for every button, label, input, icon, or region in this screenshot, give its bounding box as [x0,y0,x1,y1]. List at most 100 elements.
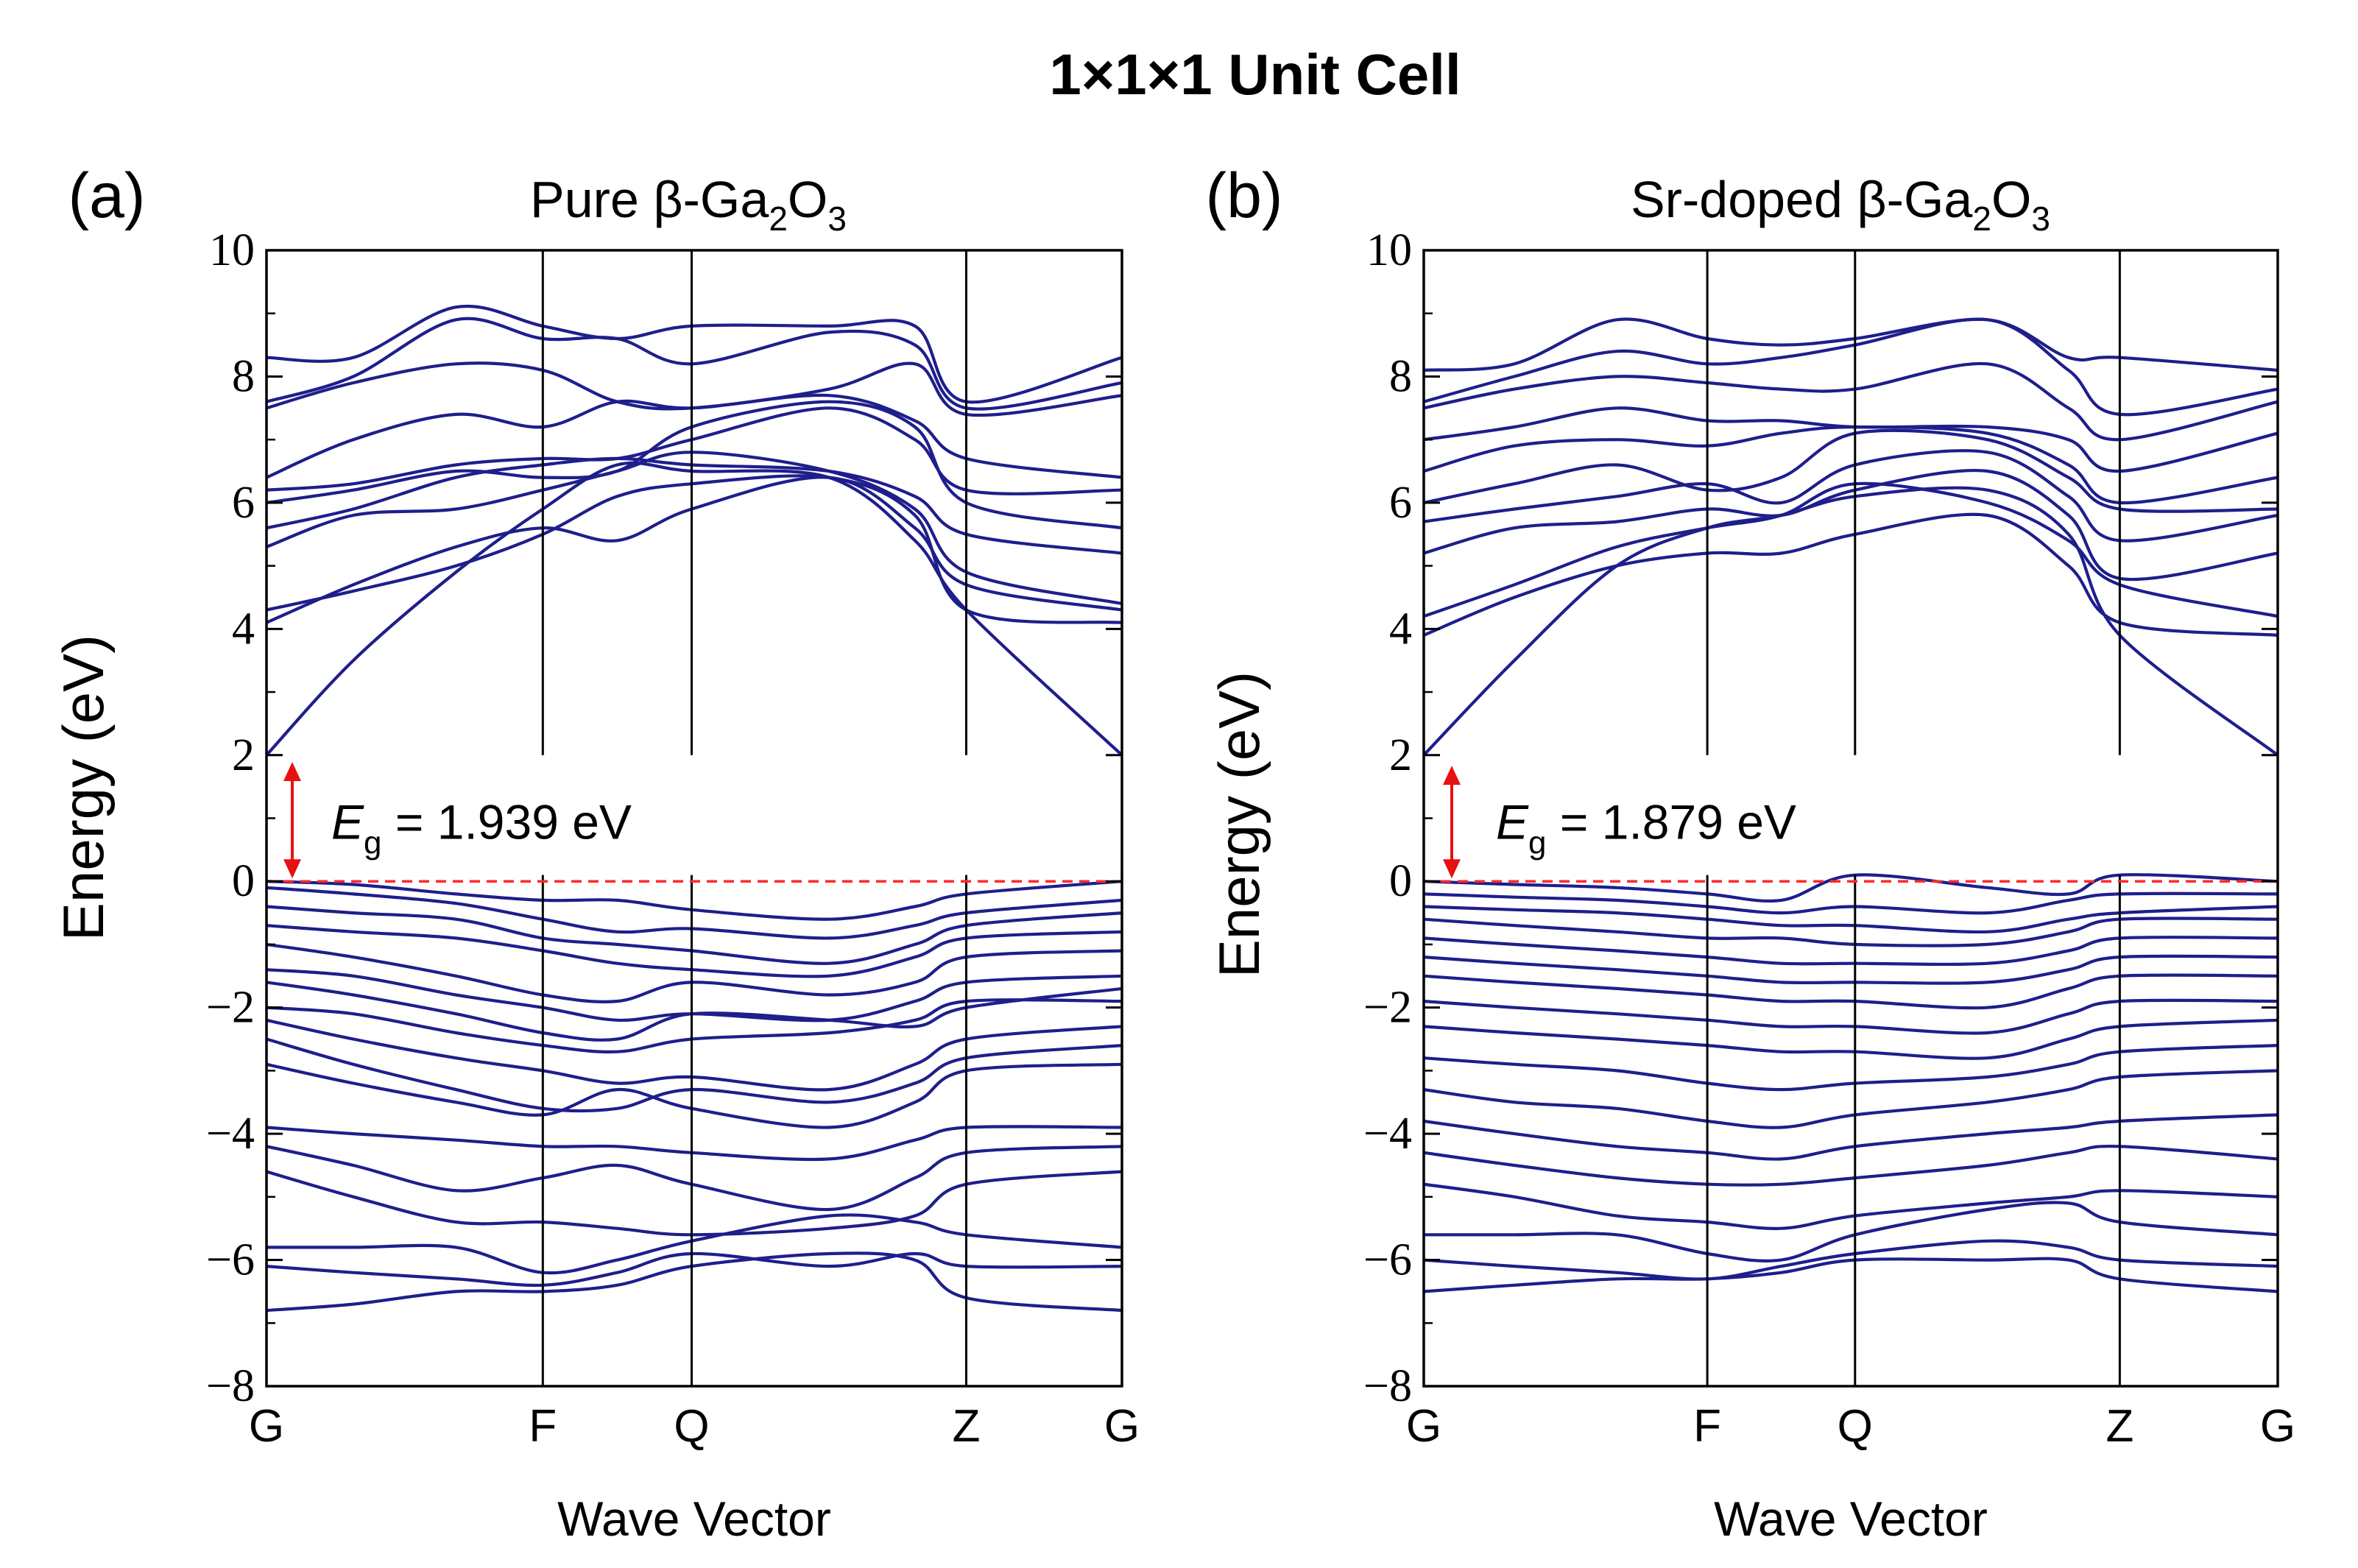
panel-title-main: O [1991,171,2031,228]
x-axis-label: Wave Vector [1714,1491,1988,1546]
conduction-band-1 [1424,486,2278,757]
kpoint-label-Z: Z [953,1401,981,1452]
valence-band-9 [1424,1018,2278,1060]
conduction-band-4 [1424,469,2278,582]
band-gap-arrow-head-down [1443,859,1461,879]
kpoint-label-F: F [1693,1401,1721,1452]
conduction-band-6 [266,400,1122,530]
panel-title-sub: 3 [2031,199,2050,238]
band-group [266,304,1122,1313]
valence-band-7 [1424,973,2278,1010]
panel-label: (b) [1205,160,1282,231]
panel-title-sub: 2 [1972,199,1991,238]
ytick-label: −4 [1363,1109,1412,1159]
valence-band-12 [266,1125,1122,1162]
ytick-label: −2 [1363,983,1412,1033]
conduction-band-6 [1424,428,2278,513]
conduction-band-3 [1424,481,2278,618]
valence-band-9 [266,1018,1122,1092]
ytick-label: 10 [1366,225,1412,275]
conduction-band-11 [1424,317,2278,372]
ytick-label: −8 [1363,1361,1412,1411]
valence-band-4 [266,924,1122,978]
ytick-label: 0 [1389,856,1412,906]
valence-band-5 [266,942,1122,1003]
valence-band-14 [1424,1182,2278,1230]
conduction-band-9 [1424,361,2278,442]
valence-band-13 [266,1145,1122,1212]
band-gap-symbol: E [1496,795,1529,850]
band-gap-symbol: E [331,795,364,850]
band-gap-subscript: g [1528,825,1546,861]
conduction-band-8 [1424,406,2278,473]
conduction-band-3 [266,474,1122,624]
valence-band-6 [1424,954,2278,985]
conduction-band-11 [266,304,1122,404]
kpoint-label-Q: Q [674,1401,709,1452]
figure-title: 1×1×1 Unit Cell [1049,42,1461,107]
valence-band-11 [266,1062,1122,1129]
band-gap-arrow-head-down [283,859,301,879]
conduction-band-10 [266,317,1122,411]
panel-title-sub: 2 [769,199,788,238]
valence-band-7 [266,981,1122,1042]
ytick-label: −2 [206,983,255,1033]
ytick-label: −8 [206,1361,255,1411]
kpoint-label-G: G [1406,1401,1441,1452]
valence-band-8 [266,998,1122,1054]
band-gap-subscript: g [364,825,381,861]
valence-band-10 [266,1037,1122,1113]
valence-band-2 [266,886,1122,940]
panel-a: −8 −6 −4 −2 0 2 4 6 8 10 G F Q Z G Wave Vector Energy (e… [51,160,1140,1546]
panel-title-main: O [788,171,827,228]
valence-band-15 [1424,1201,2278,1262]
valence-band-16 [266,1251,1122,1288]
panel-label: (a) [68,160,145,231]
valence-band-12 [1424,1113,2278,1161]
band-group [1424,317,2278,1293]
ytick-label: 2 [232,730,255,780]
ytick-label: 6 [1389,478,1412,528]
panel-title: Sr-doped β-Ga2O3 [1631,171,2050,238]
kpoint-label-Z: Z [2105,1401,2133,1452]
valence-band-6 [266,968,1122,1023]
conduction-band-7 [1424,425,2278,505]
x-axis-label: Wave Vector [557,1491,831,1546]
valence-band-16 [1424,1239,2278,1281]
ytick-label: 2 [1389,730,1412,780]
band-gap-arrow-head-up [1443,766,1461,785]
band-gap-value: = 1.939 eV [382,795,632,850]
conduction-band-5 [266,456,1122,555]
y-axis-label: Energy (eV) [1207,671,1271,978]
conduction-band-1 [266,461,1122,757]
kpoint-label-Q: Q [1838,1401,1873,1452]
conduction-band-2 [266,476,1122,624]
panel-title: Pure β-Ga2O3 [530,171,847,238]
valence-band-17 [1424,1257,2278,1293]
ytick-label: 8 [232,351,255,401]
conduction-band-7 [266,406,1122,495]
valence-band-1 [266,880,1122,921]
valence-band-11 [1424,1069,2278,1129]
ytick-label: 6 [232,478,255,528]
kpoint-label-G: G [2260,1401,2295,1452]
ytick-label: 10 [209,225,255,275]
band-gap-value: = 1.879 eV [1547,795,1796,850]
panel-title-main: Sr-doped β-Ga [1631,171,1972,228]
conduction-band-5 [1424,449,2278,543]
conduction-band-9 [266,361,1122,417]
valence-band-14 [266,1170,1122,1237]
valence-band-3 [1424,905,2278,934]
ytick-label: −4 [206,1109,255,1159]
ytick-label: 8 [1389,351,1412,401]
valence-band-10 [1424,1044,2278,1092]
kpoint-label-G: G [1104,1401,1140,1452]
valence-band-4 [1424,917,2278,947]
valence-band-1 [1424,873,2278,903]
y-axis-label: Energy (eV) [51,635,116,941]
band-gap-label: Eg = 1.939 eV [331,795,632,861]
valence-band-15 [266,1213,1122,1275]
kpoint-label-G: G [249,1401,284,1452]
conduction-band-10 [1424,317,2278,417]
